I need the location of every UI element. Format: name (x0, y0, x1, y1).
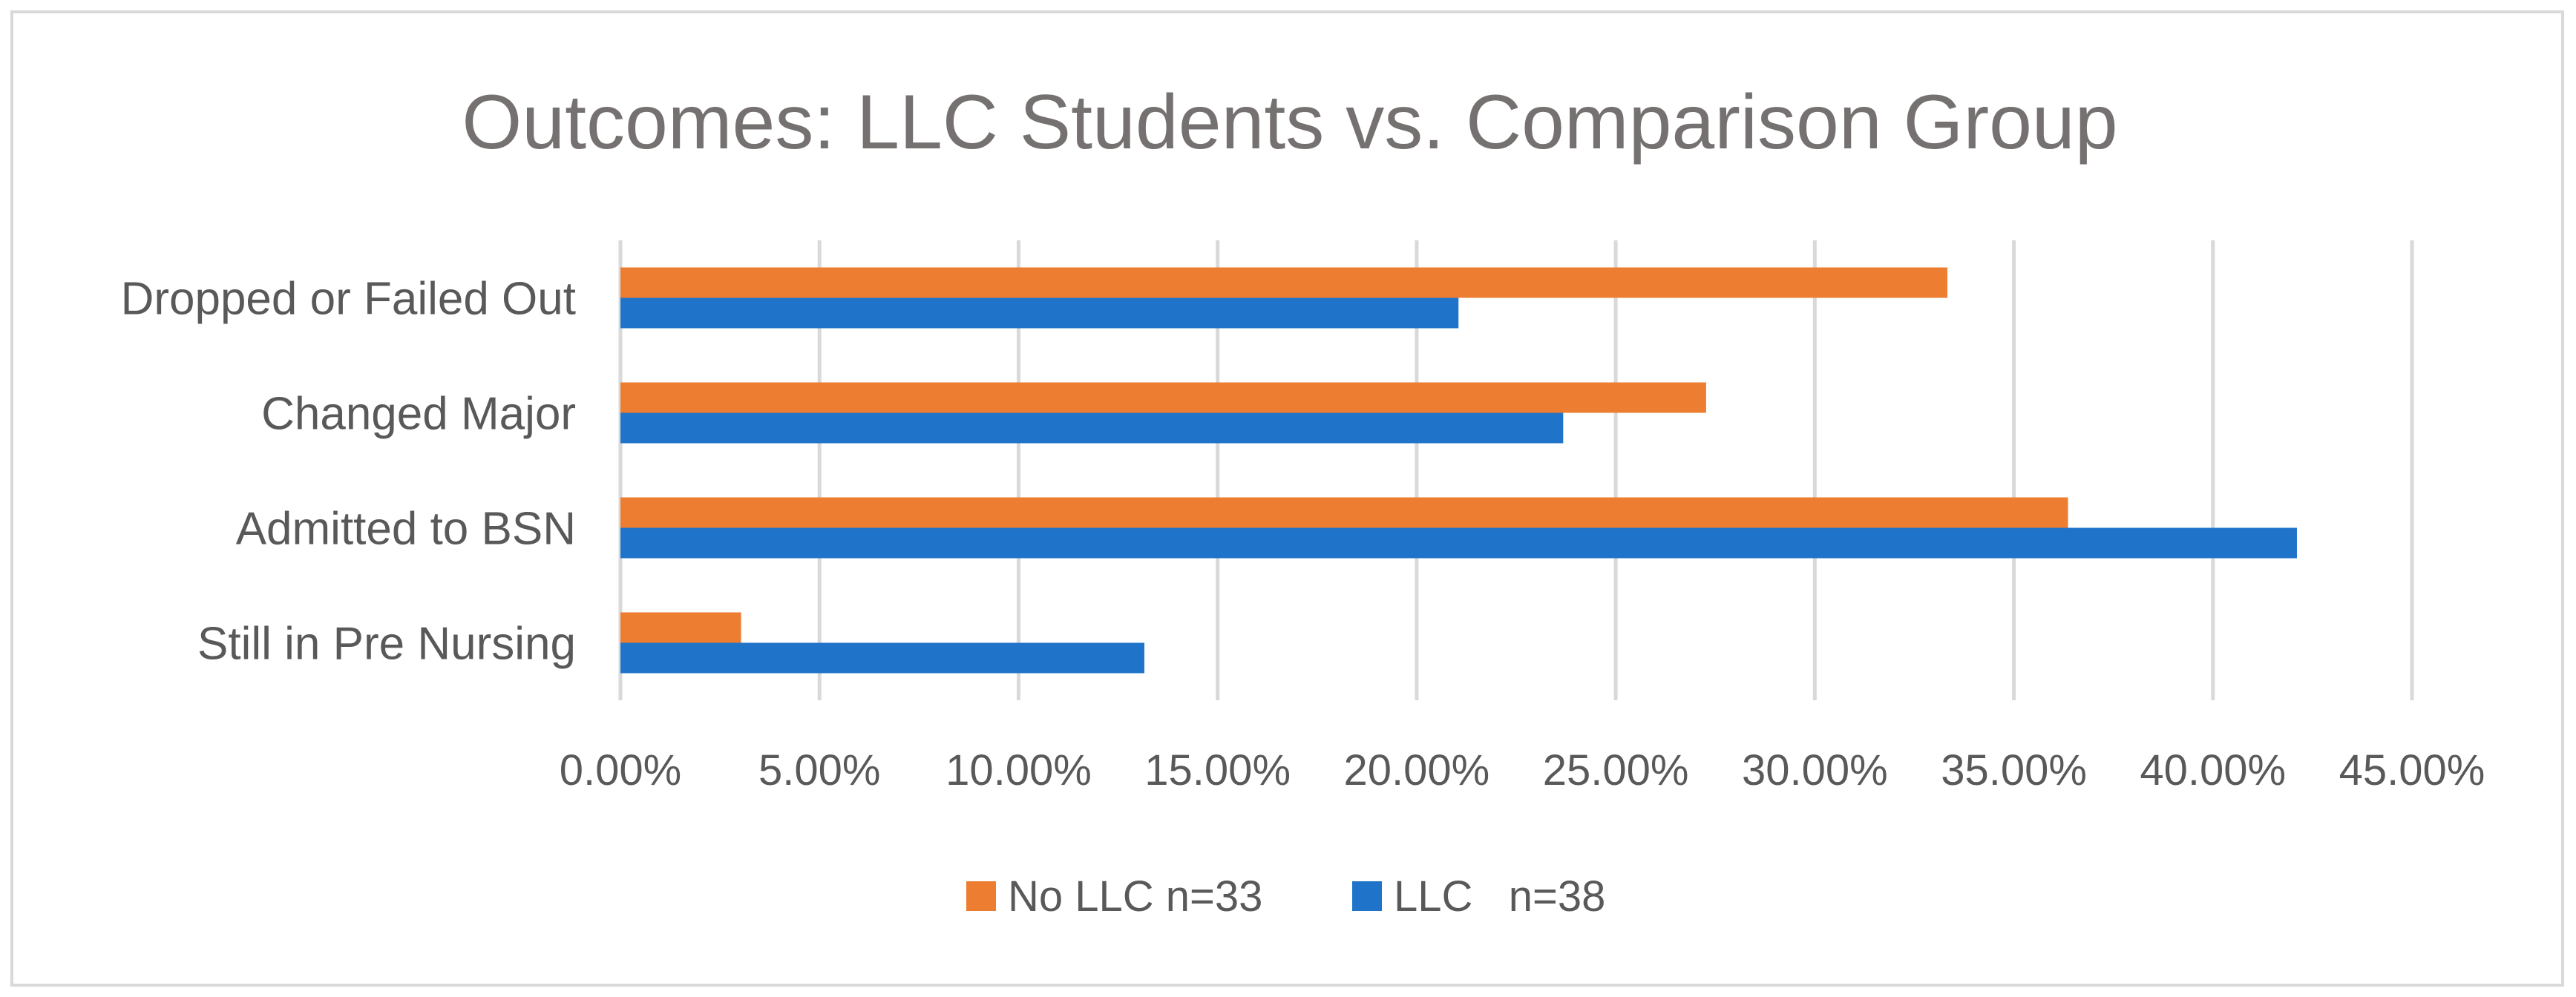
bar (620, 612, 741, 643)
legend-label: LLC n=38 (1394, 872, 1605, 921)
bar (620, 642, 1144, 674)
bar (620, 382, 1706, 413)
bar (620, 527, 2297, 559)
category-label: Admitted to BSN (236, 504, 576, 555)
x-axis-tick-labels: 0.00% 5.00% 10.00% 15.00% 20.00% 25.00% 30.00%… (560, 746, 2485, 794)
legend-label: No LLC n=33 (1008, 872, 1262, 921)
x-tick-label: 15.00% (1144, 746, 1291, 794)
bar (620, 267, 1947, 298)
legend-swatch (966, 881, 996, 911)
x-tick-label: 20.00% (1344, 746, 1490, 794)
bars (620, 267, 2297, 674)
category-label: Changed Major (261, 389, 576, 440)
x-tick-label: 25.00% (1543, 746, 1689, 794)
x-tick-label: 40.00% (2140, 746, 2286, 794)
legend-swatch (1352, 881, 1382, 911)
x-tick-label: 45.00% (2339, 746, 2485, 794)
x-tick-label: 30.00% (1742, 746, 1888, 794)
chart-area: Outcomes: LLC Students vs. Comparison Gr… (10, 10, 2564, 987)
category-label: Dropped or Failed Out (121, 274, 576, 325)
bar (620, 497, 2068, 528)
x-tick-label: 10.00% (945, 746, 1092, 794)
category-labels: Dropped or Failed Out Changed Major Admitt… (121, 274, 576, 670)
bar (620, 297, 1459, 329)
x-tick-label: 5.00% (758, 746, 880, 794)
chart-title: Outcomes: LLC Students vs. Comparison Gr… (462, 79, 2117, 165)
bar (620, 412, 1564, 444)
x-tick-label: 35.00% (1941, 746, 2087, 794)
category-label: Still in Pre Nursing (197, 619, 576, 670)
legend: No LLC n=33 LLC n=38 (966, 872, 1605, 921)
x-tick-label: 0.00% (560, 746, 681, 794)
chart-svg: Outcomes: LLC Students vs. Comparison Gr… (121, 79, 2485, 921)
